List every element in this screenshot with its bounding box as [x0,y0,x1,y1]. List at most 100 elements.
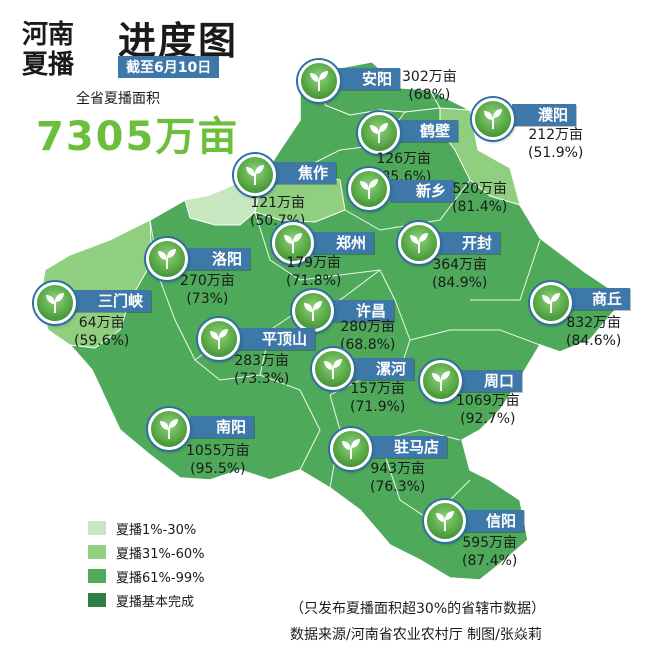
region-stat: 179万亩 (71.8%) [286,254,341,290]
region-area: 832万亩 [566,315,622,331]
legend-label: 夏播1%-30% [116,522,197,538]
region-stat: 283万亩 (73.3%) [234,352,289,388]
region-area: 179万亩 [286,255,342,271]
province-label-line1: 河南 [22,20,75,50]
province-label-line2: 夏播 [22,50,75,80]
region-percent: (84.9%) [432,275,488,291]
region-name: 驻马店 [368,436,448,458]
region-name: 商丘 [566,288,631,310]
region-area: 270万亩 [180,273,235,289]
sprout-icon [312,348,354,390]
region-area: 280万亩 [340,319,396,335]
sprout-icon [34,282,76,324]
region-name: 焦作 [272,162,337,184]
region-stat: 943万亩 (76.3%) [370,460,425,496]
region-area: 943万亩 [370,461,426,477]
sprout-icon [398,222,440,264]
sprout-icon [348,168,390,210]
legend-swatch [88,521,106,535]
footnote-source: 数据来源/河南省农业农村厅 制图/张焱莉 [290,627,542,643]
region-area: 283万亩 [234,353,290,369]
region-percent: (71.9%) [350,399,406,415]
region-stat: 212万亩 (51.9%) [528,126,583,162]
region-stat: 270万亩 (73%) [180,272,235,308]
total-label: 全省夏播面积 [76,91,160,107]
region-stat: 1069万亩 (92.7%) [456,392,520,428]
region-name: 三门峡 [72,290,152,312]
region-percent: (51.9%) [528,145,584,161]
legend-label: 夏播61%-99% [116,570,205,586]
region-name: 南阳 [190,416,255,438]
legend-item: 夏播基本完成 [88,590,194,610]
region-stat: 302万亩 (68%) [402,68,457,104]
region-area: 126万亩 [376,151,432,167]
footnote-coverage: （只发布夏播面积超30%的省辖市数据） [290,601,546,617]
region-percent: (87.4%) [462,553,518,569]
region-stat: 364万亩 (84.9%) [432,256,487,292]
region-percent: (92.7%) [460,411,516,427]
region-area: 1055万亩 [186,443,250,459]
region-name: 漯河 [350,358,415,380]
region-stat: 157万亩 (71.9%) [350,380,405,416]
region-name: 平顶山 [236,328,316,350]
region-name: 新乡 [390,180,455,202]
region-percent: (68%) [408,87,451,103]
sprout-icon [420,360,462,402]
region-percent: (81.4%) [452,199,508,215]
sprout-icon [530,282,572,324]
region-area: 121万亩 [250,195,306,211]
region-area: 1069万亩 [456,393,520,409]
region-percent: (59.6%) [74,333,130,349]
region-stat: 832万亩 (84.6%) [566,314,621,350]
region-stat: 1055万亩 (95.5%) [186,442,250,478]
region-area: 64万亩 [78,315,125,331]
region-percent: (73%) [186,291,229,307]
legend-item: 夏播31%-60% [88,542,204,562]
sprout-icon [198,318,240,360]
sprout-icon [298,60,340,102]
sprout-icon [272,222,314,264]
region-percent: (95.5%) [190,461,246,477]
legend-swatch [88,593,106,607]
region-name: 周口 [458,370,523,392]
region-name: 郑州 [310,232,375,254]
region-area: 595万亩 [462,535,518,551]
region-name: 信阳 [460,510,525,532]
region-name: 鹤壁 [394,120,459,142]
region-stat: 64万亩 (59.6%) [74,314,129,350]
region-area: 364万亩 [432,257,488,273]
date-badge: 截至6月10日 [118,56,220,78]
page-title: 进度图 [118,19,239,63]
legend-item: 夏播1%-30% [88,518,196,538]
region-name: 洛阳 [186,248,251,270]
legend-item: 夏播61%-99% [88,566,204,586]
legend-label: 夏播基本完成 [116,594,195,610]
region-area: 157万亩 [350,381,406,397]
region-name: 濮阳 [512,104,577,126]
sprout-icon [146,238,188,280]
region-stat: 280万亩 (68.8%) [340,318,395,354]
region-name: 许昌 [330,300,395,322]
region-stat: 595万亩 (87.4%) [462,534,517,570]
sprout-icon [424,500,466,542]
region-percent: (73.3%) [234,371,290,387]
sprout-icon [330,428,372,470]
region-stat: 520万亩 (81.4%) [452,180,507,216]
region-name: 安阳 [336,68,401,90]
region-percent: (76.3%) [370,479,426,495]
region-percent: (68.8%) [340,337,396,353]
region-area: 520万亩 [452,181,508,197]
legend-swatch [88,545,106,559]
region-area: 302万亩 [402,69,457,85]
sprout-icon [148,408,190,450]
sprout-icon [292,290,334,332]
sprout-icon [234,154,276,196]
sprout-icon [358,112,400,154]
legend-swatch [88,569,106,583]
region-name: 开封 [436,232,501,254]
region-percent: (71.8%) [286,273,342,289]
region-percent: (84.6%) [566,333,622,349]
total-value: 7305万亩 [36,114,240,160]
region-area: 212万亩 [528,127,584,143]
legend-label: 夏播31%-60% [116,546,205,562]
